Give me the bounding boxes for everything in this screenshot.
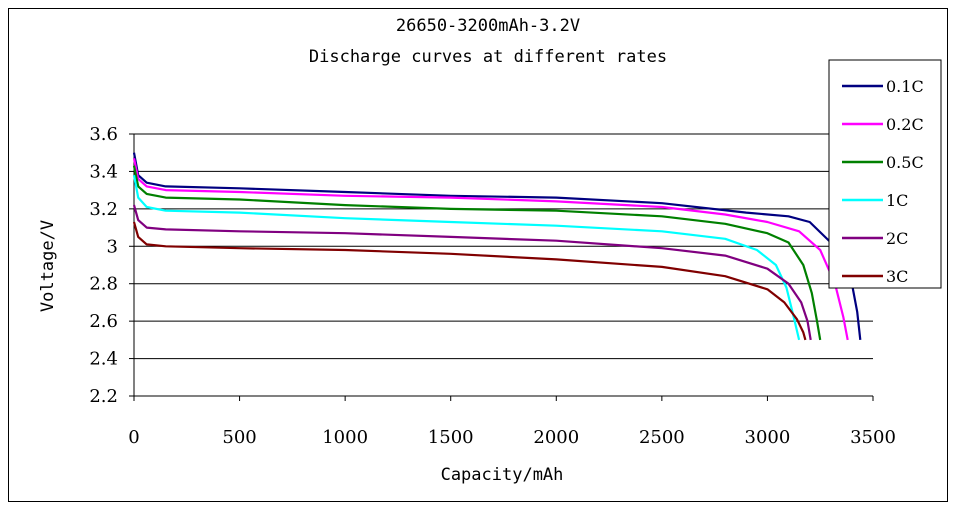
x-tick-label: 1000	[322, 427, 368, 448]
legend-label: 3C	[886, 267, 908, 286]
legend-label: 1C	[886, 191, 908, 210]
y-tick-label: 3.4	[89, 161, 118, 182]
series-line-0-5C	[132, 165, 822, 341]
x-tick-label: 0	[128, 427, 139, 448]
y-tick-label: 3	[107, 236, 118, 257]
legend-box	[828, 59, 942, 289]
y-tick-label: 3.2	[89, 199, 118, 220]
y-tick-label: 2.6	[89, 311, 118, 332]
series-line-2C	[132, 204, 812, 341]
legend-label: 0.1C	[886, 77, 924, 96]
x-tick-label: 2500	[639, 427, 685, 448]
series-line-3C	[132, 221, 807, 341]
y-axis-label: Voltage/V	[38, 220, 58, 312]
x-tick-label: 3000	[745, 427, 791, 448]
chart-subtitle: Discharge curves at different rates	[309, 47, 667, 67]
x-tick-label: 500	[222, 427, 256, 448]
chart-title: 26650-3200mAh-3.2V	[396, 16, 580, 36]
y-tick-label: 2.8	[89, 274, 118, 295]
series-line-0-2C	[132, 158, 849, 341]
x-axis-label: Capacity/mAh	[441, 465, 564, 485]
gridlines	[134, 133, 873, 360]
legend-label: 2C	[886, 229, 908, 248]
legend-label: 0.2C	[886, 115, 924, 134]
legend-label: 0.5C	[886, 153, 924, 172]
x-tick-label: 1500	[428, 427, 474, 448]
legend: 0.1C 0.2C 0.5C 1C 2C 3C	[828, 59, 942, 289]
y-tick-label: 3.6	[89, 124, 118, 145]
x-tick-label: 3500	[850, 427, 896, 448]
y-tick-label: 2.4	[89, 349, 118, 370]
tick-labels: 2.2 2.4 2.6 2.8 3 3.2 3.4 3.6 0 500 1000 1500 2000 25…	[89, 124, 896, 448]
y-tick-label: 2.2	[89, 386, 118, 407]
x-tick-label: 2000	[533, 427, 579, 448]
